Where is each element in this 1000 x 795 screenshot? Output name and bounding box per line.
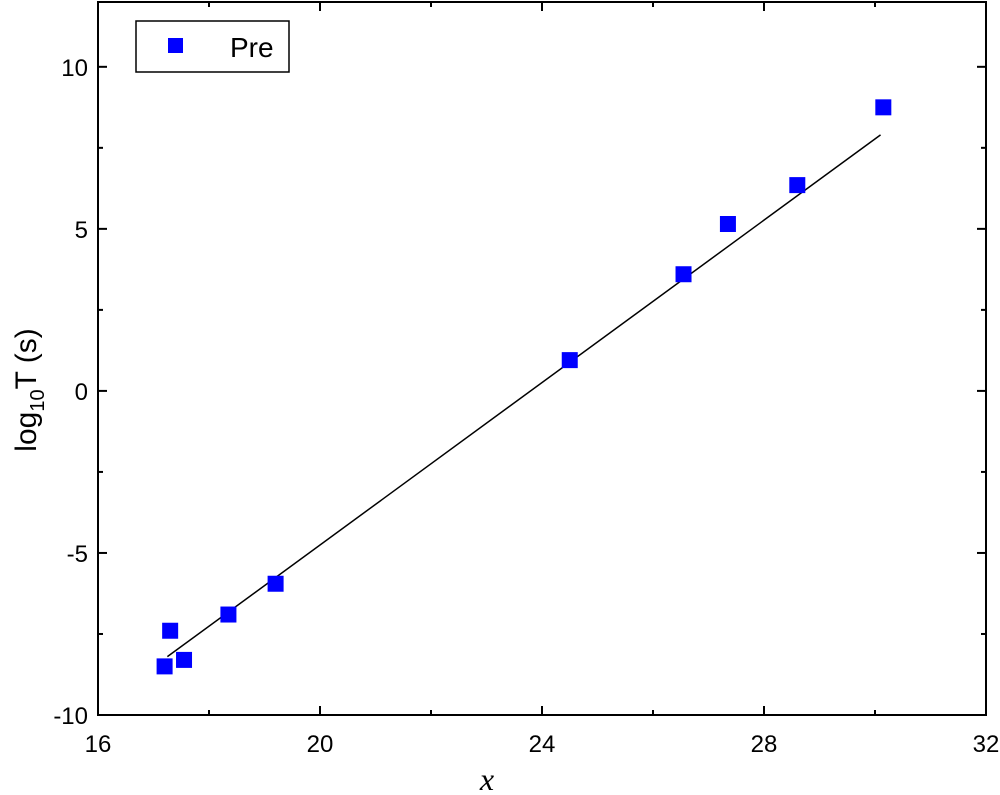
legend-marker bbox=[168, 38, 183, 53]
y-tick-label: -5 bbox=[67, 541, 88, 568]
data-point bbox=[675, 266, 692, 283]
y-axis-title-subscript: 10 bbox=[27, 389, 49, 411]
legend: Pre bbox=[135, 20, 290, 73]
x-tick-label: 28 bbox=[751, 731, 778, 758]
legend-box bbox=[135, 20, 290, 73]
legend-label: Pre bbox=[230, 32, 274, 63]
x-tick-label: 24 bbox=[529, 731, 556, 758]
data-point bbox=[719, 216, 736, 233]
x-axis: 16 20 24 28 32 bbox=[85, 2, 1000, 758]
y-tick-label: 5 bbox=[75, 217, 88, 244]
x-tick-label: 32 bbox=[973, 731, 1000, 758]
y-axis: -10 -5 0 5 10 bbox=[53, 55, 986, 730]
x-tick-label: 16 bbox=[85, 731, 112, 758]
data-point bbox=[176, 651, 193, 668]
data-points bbox=[156, 99, 892, 675]
y-tick-label: -10 bbox=[53, 703, 88, 730]
y-axis-title-main: log bbox=[10, 412, 43, 452]
data-point bbox=[156, 658, 173, 675]
x-axis-title: x bbox=[479, 761, 494, 795]
data-point bbox=[875, 99, 892, 116]
fit-line bbox=[166, 134, 881, 658]
y-tick-label: 0 bbox=[75, 379, 88, 406]
x-tick-label: 20 bbox=[307, 731, 334, 758]
data-point bbox=[789, 177, 806, 194]
y-axis-title: log10T (s) bbox=[10, 328, 49, 451]
data-point bbox=[267, 575, 284, 592]
data-point bbox=[220, 606, 237, 623]
data-point bbox=[561, 352, 578, 369]
data-point bbox=[162, 622, 179, 639]
y-axis-title-rest: T (s) bbox=[10, 328, 43, 389]
fit-line-group bbox=[166, 134, 881, 658]
y-tick-label: 10 bbox=[61, 55, 88, 82]
